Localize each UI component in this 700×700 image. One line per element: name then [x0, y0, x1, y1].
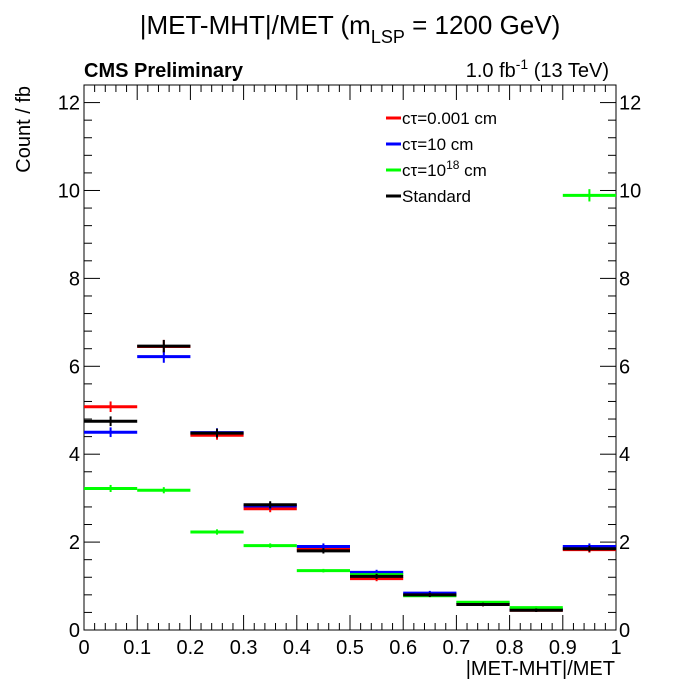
- y-tick-label: 4: [69, 444, 80, 466]
- x-tick-label: 0.2: [176, 637, 204, 659]
- y-tick-label: 8: [69, 268, 80, 290]
- x-tick-label: 1: [610, 637, 621, 659]
- series-marks: [84, 339, 616, 612]
- cms-label: CMS Preliminary: [84, 60, 244, 82]
- x-tick-label: 0.3: [230, 637, 258, 659]
- y-axis-title: Count / fb: [13, 86, 35, 173]
- histogram-marks: [84, 189, 616, 612]
- x-tick-label: 0.8: [496, 637, 524, 659]
- y-tick-label-right: 8: [619, 268, 630, 290]
- y-tick-label: 10: [58, 180, 80, 202]
- y-tick-label-right: 2: [619, 532, 630, 554]
- y-tick-label-right: 10: [619, 180, 641, 202]
- y-tick-label: 0: [69, 620, 80, 642]
- y-tick-label-right: 12: [619, 93, 641, 115]
- legend-label: cτ=0.001 cm: [402, 109, 497, 128]
- x-tick-label: 0.9: [549, 637, 577, 659]
- chart-title: |MET-MHT|/MET (mLSP = 1200 GeV): [140, 10, 561, 47]
- x-tick-label: 0.1: [123, 637, 151, 659]
- x-tick-label: 0.6: [389, 637, 417, 659]
- y-tick-label-right: 0: [619, 620, 630, 642]
- y-tick-label: 2: [69, 532, 80, 554]
- x-axis-title: |MET-MHT|/MET: [466, 658, 615, 680]
- x-tick-label: 0.4: [283, 637, 311, 659]
- x-tick-label: 0.5: [336, 637, 364, 659]
- y-tick-label-right: 6: [619, 356, 630, 378]
- legend-label: cτ=1018 cm: [402, 158, 487, 180]
- y-tick-label: 12: [58, 93, 80, 115]
- y-tick-label: 6: [69, 356, 80, 378]
- axis-tick-labels: 0 0.1 0.2 0.3 0.4 0.5 0.6 0.7 0.8 0.9 10 02 24 46 68 81…: [58, 93, 642, 659]
- legend: cτ=0.001 cm cτ=10 cm cτ=1018 cm Standard: [386, 109, 497, 206]
- legend-label: Standard: [402, 187, 471, 206]
- x-tick-label: 0.7: [442, 637, 470, 659]
- legend-label: cτ=10 cm: [402, 135, 473, 154]
- y-tick-label-right: 4: [619, 444, 630, 466]
- lumi-label: 1.0 fb-1 (13 TeV): [466, 56, 609, 82]
- x-tick-label: 0: [78, 637, 89, 659]
